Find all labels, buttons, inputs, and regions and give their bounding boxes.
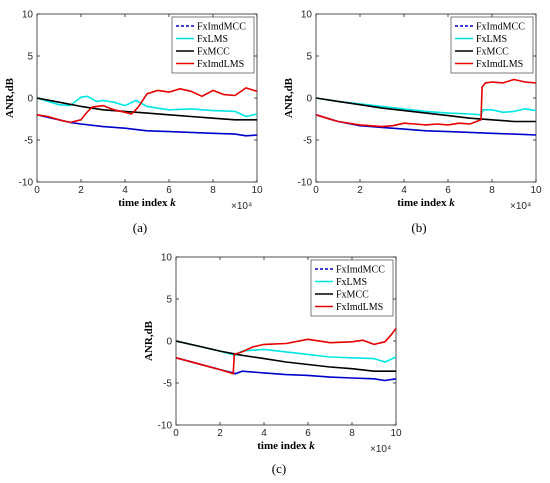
panel-caption: (c) (272, 461, 286, 476)
x-tick-label: 4 (261, 428, 267, 439)
x-tick-label: 6 (445, 185, 451, 196)
y-axis-label: ANR,dB (4, 77, 16, 118)
y-tick-label: 0 (306, 94, 312, 105)
x-tick-label: 0 (313, 185, 319, 196)
x-tick-label: 4 (122, 185, 128, 196)
x-tick-label: 2 (357, 185, 363, 196)
chart-panel-3: 0 2 4 6 8 10 -10 -5 0 5 10 time index k ANR,dB ×10⁴ Fx… (143, 253, 402, 477)
legend-entry: FxMCC (476, 47, 509, 58)
legend-entry: FxLMS (197, 34, 228, 45)
x-axis-multiplier: ×10⁴ (370, 444, 391, 455)
legend-entry: FxImdLMS (197, 59, 244, 70)
chart-panel-2: 0 2 4 6 8 10 -10 -5 0 5 10 time index k ANR,dB ×10⁴ Fx… (283, 10, 542, 236)
x-tick-label: 10 (251, 185, 263, 196)
legend-entry: FxMCC (197, 47, 230, 58)
x-tick-label: 6 (166, 185, 172, 196)
y-tick-label: -10 (19, 178, 34, 189)
y-tick-label: -5 (163, 379, 172, 390)
x-tick-label: 0 (173, 428, 179, 439)
y-axis-label: ANR,dB (143, 320, 155, 361)
legend-entry: FxImdLMS (476, 59, 523, 70)
y-tick-label: -5 (24, 136, 33, 147)
series-line-FxImdLMS (176, 327, 396, 375)
y-tick-label: -10 (298, 178, 313, 189)
series-line-FxLMS (316, 97, 536, 116)
y-tick-label: 0 (166, 337, 172, 348)
legend-entry: FxImdMCC (476, 22, 525, 33)
series-line-FxImdLMS (316, 78, 536, 128)
panel-caption: (b) (411, 220, 426, 235)
series-line-FxMCC (316, 97, 536, 123)
series-line-FxImdLMS (37, 87, 257, 124)
x-axis-label: time index k (397, 197, 455, 209)
y-axis-label: ANR,dB (283, 77, 295, 118)
x-axis-label-variable: k (449, 197, 455, 209)
x-tick-label: 0 (34, 185, 40, 196)
x-axis-label-variable: k (309, 440, 315, 452)
x-tick-label: 8 (489, 185, 495, 196)
y-tick-label: -10 (158, 421, 173, 432)
x-axis-multiplier: ×10⁴ (231, 201, 252, 212)
legend-entry: FxLMS (336, 277, 367, 288)
x-tick-label: 6 (305, 428, 311, 439)
legend-entry: FxLMS (476, 34, 507, 45)
x-tick-label: 10 (530, 185, 542, 196)
y-tick-label: 10 (161, 253, 173, 264)
x-axis-multiplier: ×10⁴ (510, 201, 531, 212)
panel-caption: (a) (133, 220, 147, 235)
x-axis-label: time index k (257, 440, 315, 452)
x-tick-label: 10 (390, 428, 402, 439)
x-tick-label: 8 (210, 185, 216, 196)
legend-entry: FxImdMCC (197, 22, 246, 33)
x-tick-label: 2 (78, 185, 84, 196)
chart-panel-1: 0 2 4 6 8 10 -10 -5 0 5 10 time index k ANR,dB ×10⁴ Fx… (4, 10, 263, 236)
y-tick-label: 0 (27, 94, 33, 105)
series-line-FxLMS (37, 95, 257, 118)
legend-entry: FxImdLMS (336, 302, 383, 313)
x-axis-label-variable: k (170, 197, 176, 209)
x-tick-label: 8 (349, 428, 355, 439)
y-tick-label: 5 (166, 295, 172, 306)
legend-entry: FxMCC (336, 290, 369, 301)
series-line-FxMCC (37, 97, 257, 121)
legend-entry: FxImdMCC (336, 265, 385, 276)
x-tick-label: 4 (401, 185, 407, 196)
y-tick-label: 5 (27, 52, 33, 63)
y-tick-label: 10 (301, 10, 313, 21)
y-tick-label: 10 (22, 10, 34, 21)
x-axis-label: time index k (118, 197, 176, 209)
series-line-FxMCC (176, 340, 396, 373)
y-tick-label: 5 (306, 52, 312, 63)
y-tick-label: -5 (303, 136, 312, 147)
x-tick-label: 2 (217, 428, 223, 439)
